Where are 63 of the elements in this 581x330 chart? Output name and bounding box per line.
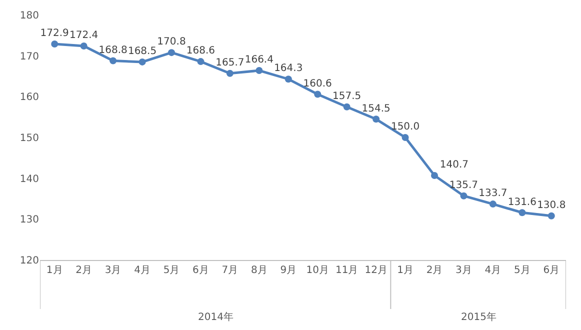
point [460, 192, 468, 200]
x-tick-label: 7月 [222, 265, 238, 276]
point [168, 49, 175, 56]
x-tick-label: 5月 [163, 265, 180, 276]
point [548, 212, 555, 220]
text: 154.5 [362, 103, 390, 114]
text: 172.9 [40, 28, 69, 40]
text: 131.6 [508, 196, 536, 208]
point [343, 103, 350, 110]
y-tick-label: 170 [20, 51, 39, 62]
x-tick-label: 6月 [543, 265, 560, 276]
point [402, 134, 409, 141]
x-tick-label: 11月 [335, 265, 358, 276]
text: 2015年 [461, 311, 496, 323]
y-tick-label: 150 [20, 133, 39, 144]
point [489, 200, 496, 208]
x-tick-label: 4月 [484, 265, 502, 276]
point [51, 40, 58, 48]
x-tick-label: 9月 [280, 265, 297, 276]
x-tick-label: 8月 [250, 265, 268, 276]
x-tick-label: 2月 [426, 265, 443, 276]
x-tick-label: 12月 [364, 265, 388, 276]
x-tick-label: 3月 [456, 265, 472, 276]
text: 170.8 [157, 36, 186, 48]
point [314, 90, 322, 98]
text: 150.0 [390, 122, 420, 133]
point [138, 58, 146, 66]
y-tick-label: 180 [20, 10, 39, 22]
point [372, 116, 380, 123]
point [284, 76, 292, 83]
text: 165.7 [216, 58, 244, 69]
point [80, 42, 88, 50]
text: 135.7 [449, 180, 478, 192]
text: 133.7 [478, 188, 508, 200]
text: 2014年 [198, 311, 234, 323]
text: 164.3 [274, 63, 303, 74]
text: 160.6 [303, 78, 332, 90]
text: 168.8 [98, 44, 128, 56]
x-tick-label: 5月 [514, 265, 530, 276]
point [110, 57, 117, 64]
text: 168.5 [128, 46, 157, 58]
x-tick-label: 2月 [76, 265, 92, 276]
point [226, 70, 234, 77]
y-tick-label: 140 [20, 174, 39, 185]
text: 130.8 [537, 200, 566, 212]
point [256, 67, 263, 74]
point [197, 58, 204, 66]
text: 168.6 [186, 46, 216, 57]
x-tick-label: 4月 [134, 265, 150, 276]
y-tick-label: 130 [20, 214, 39, 226]
text: 166.4 [244, 54, 274, 66]
x-tick-label: 3月 [104, 265, 122, 276]
text: 157.5 [332, 91, 362, 102]
point [431, 172, 438, 179]
x-tick-label: 1月 [46, 265, 63, 276]
x-tick-label: 1月 [397, 265, 414, 276]
text: 140.7 [440, 160, 469, 171]
point [518, 209, 526, 216]
y-tick-label: 120 [20, 256, 39, 266]
text: 172.4 [70, 30, 98, 42]
y-tick-label: 160 [20, 92, 39, 104]
x-tick-label: 6月 [192, 265, 209, 276]
x-tick-label: 10月 [306, 265, 329, 276]
